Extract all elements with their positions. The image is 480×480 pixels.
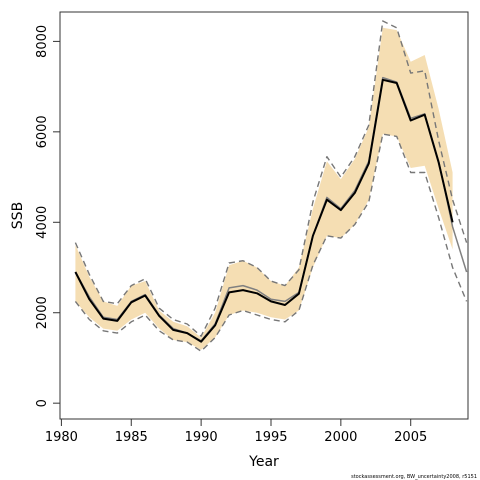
series-line-solid-main bbox=[74, 78, 454, 343]
plot-frame bbox=[59, 11, 469, 420]
y-axis-title: SSB bbox=[10, 202, 26, 229]
x-axis-title: Year bbox=[248, 454, 279, 470]
x-tick-label: 1980 bbox=[45, 430, 78, 445]
series-layer bbox=[74, 20, 468, 352]
series-line-dashed-lower bbox=[74, 133, 468, 352]
y-tick-label: 8000 bbox=[35, 25, 50, 58]
x-tick-label: 2005 bbox=[394, 430, 427, 445]
x-tick-label: 1990 bbox=[185, 430, 218, 445]
y-tick-label: 4000 bbox=[35, 206, 50, 239]
y-axis: 0 2000 4000 6000 8000 bbox=[35, 25, 60, 407]
footnote: stockassessment.org, BW_uncertainty2008,… bbox=[351, 474, 477, 480]
y-tick-label: 2000 bbox=[35, 296, 50, 329]
x-axis: 1980 1985 1990 1995 2000 2005 bbox=[45, 419, 427, 445]
x-tick-label: 1995 bbox=[254, 430, 287, 445]
confidence-band bbox=[75, 27, 453, 350]
x-tick-label: 1985 bbox=[115, 430, 148, 445]
x-tick-label: 2000 bbox=[324, 430, 357, 445]
band-layer bbox=[75, 27, 453, 350]
y-tick-label: 0 bbox=[35, 399, 50, 407]
series-line-dashed-upper bbox=[74, 20, 468, 337]
y-tick-label: 6000 bbox=[35, 115, 50, 148]
